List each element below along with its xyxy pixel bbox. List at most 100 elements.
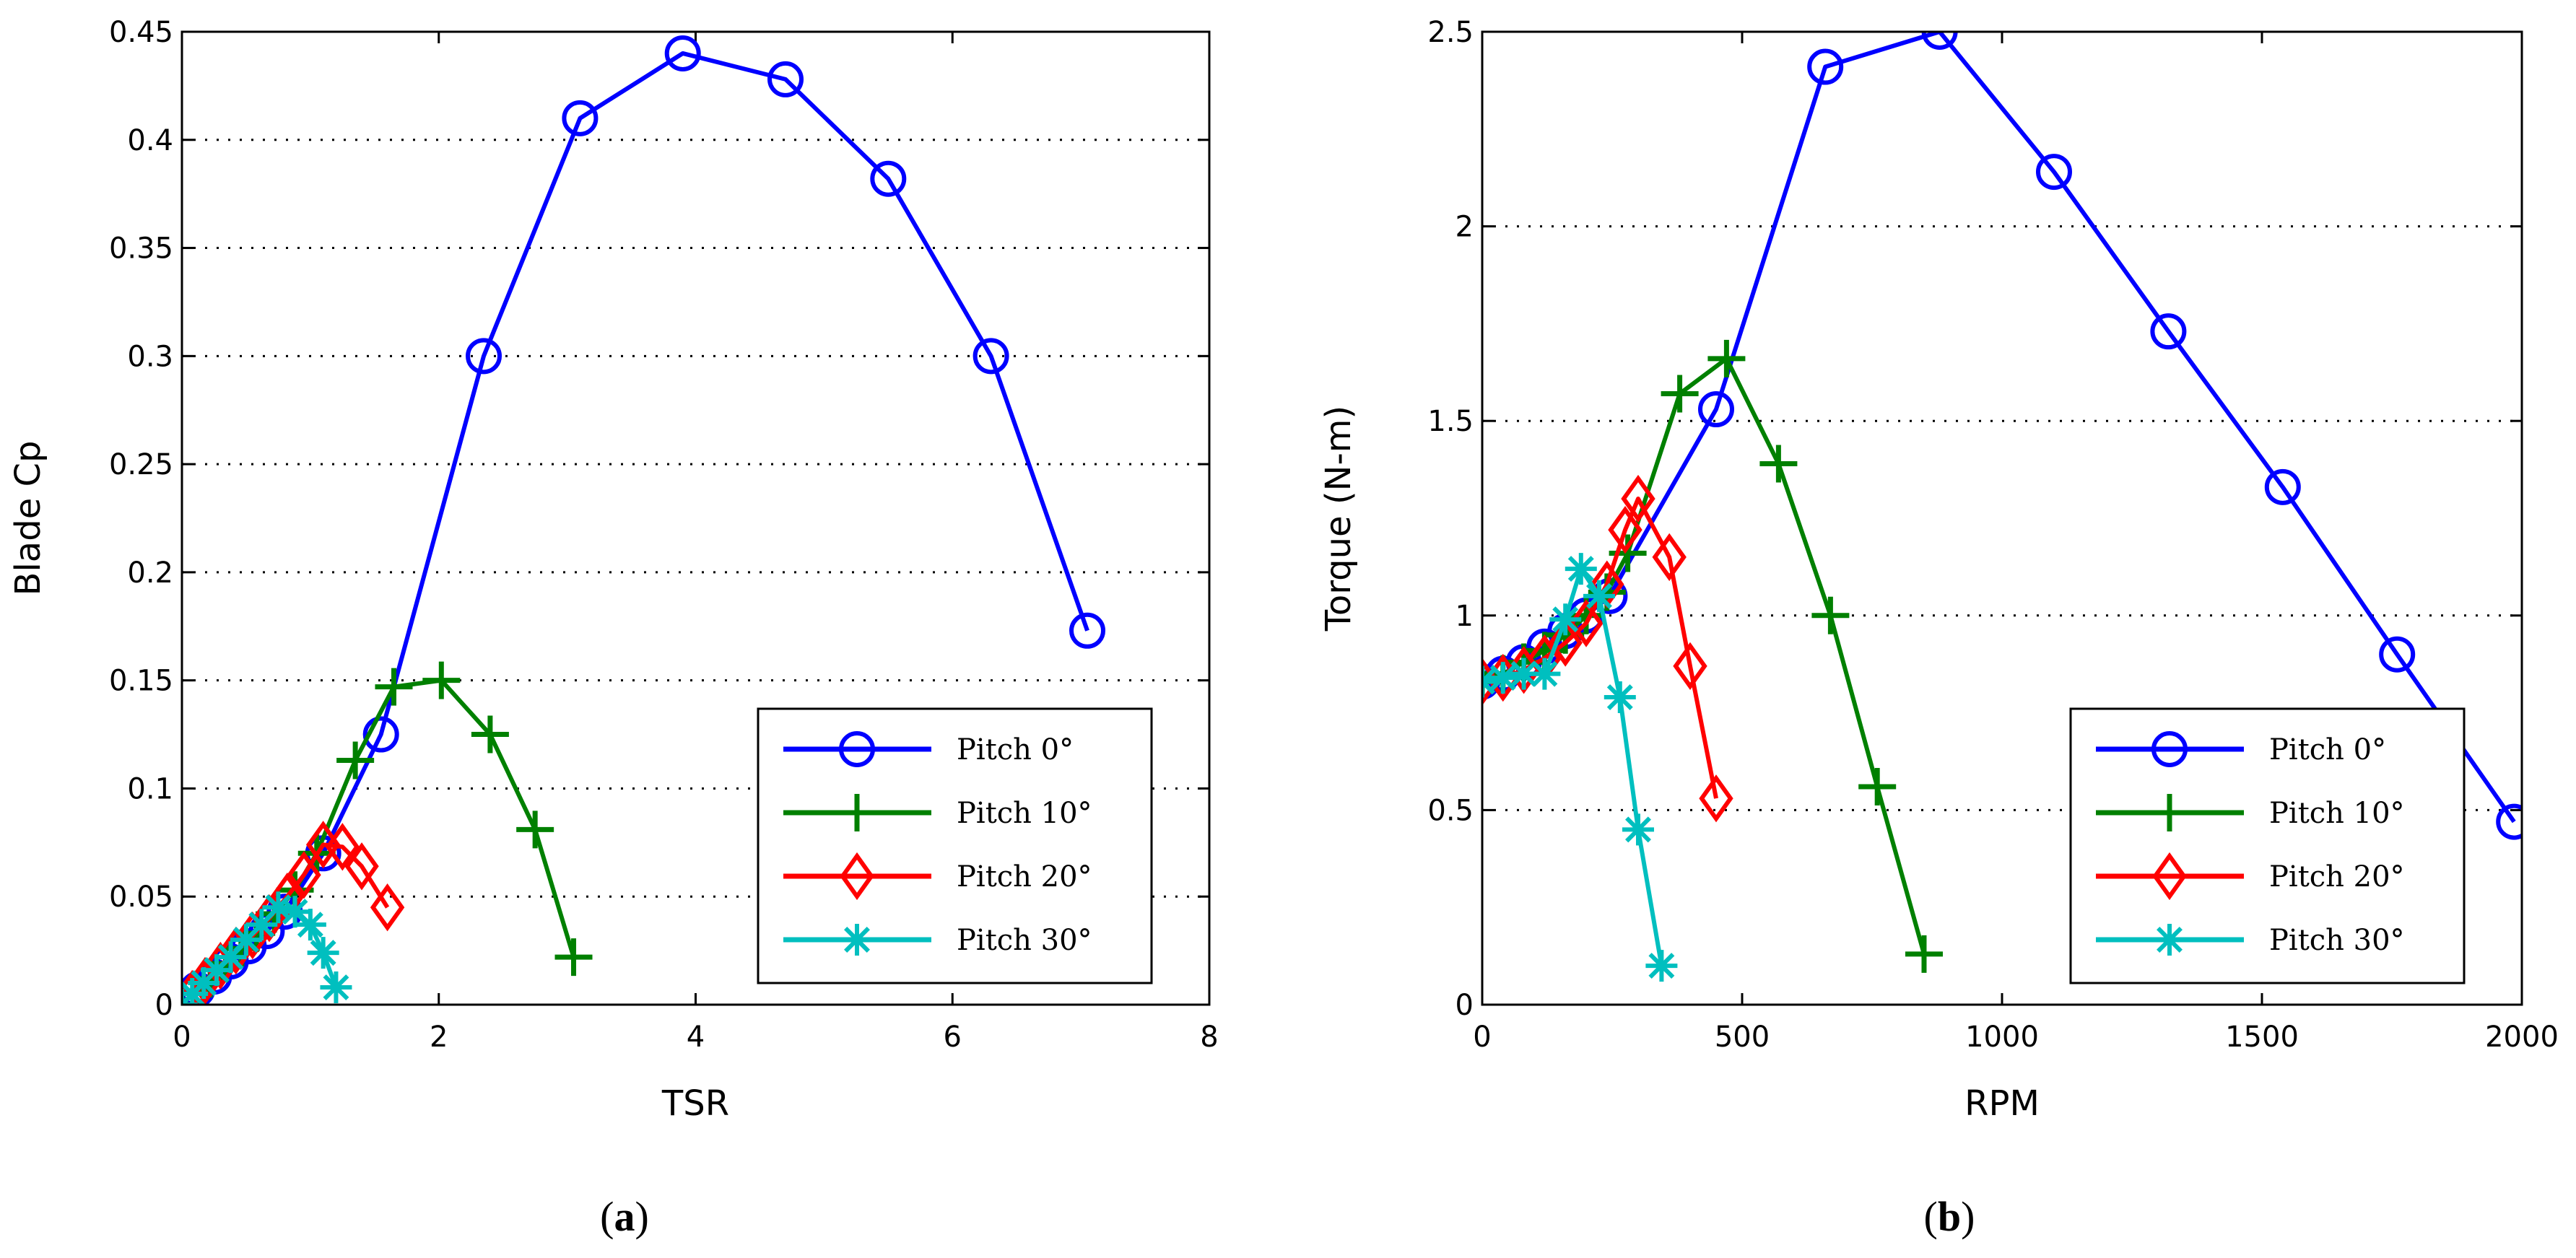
data-point-star-shape: [320, 971, 352, 1004]
data-point-diamond-shape: [344, 842, 379, 891]
legend-marker-circle: [2151, 731, 2188, 767]
y-tick-label: 0.05: [109, 881, 173, 914]
data-point-circle: [2496, 803, 2522, 840]
y-tick-label: 0: [1455, 989, 1474, 1022]
chart-panel-b: 0 0.5 1 1.5 2 2.5 0 500 1000 1500 2000 RPM Torque (N…: [1318, 16, 2559, 1240]
data-point-circle-shape: [1069, 612, 1106, 649]
data-point-circle: [2264, 468, 2301, 505]
x-tick-label: 2: [430, 1021, 448, 1054]
legend-marker-plus-shape: [2151, 794, 2188, 831]
data-point-star-shape: [1604, 681, 1636, 714]
data-point-star: [230, 924, 262, 956]
data-point-diamond: [344, 842, 379, 891]
data-point-diamond: [1608, 506, 1642, 554]
data-point-star-shape: [188, 967, 220, 1000]
data-point-diamond: [1569, 599, 1604, 647]
legend-label: Pitch 10°: [957, 797, 1092, 830]
data-point-star-shape: [262, 891, 295, 924]
series-line-circle: [1482, 32, 2516, 824]
data-point-circle: [562, 100, 599, 136]
data-point-circle-shape: [664, 35, 701, 71]
data-point-diamond: [1621, 474, 1655, 523]
chart-panel-a: 0 0.05 0.1 0.15 0.2 0.25 0.3 0.35 0.4 0.45 0 2 4 6 8 TS…: [8, 16, 1219, 1240]
data-point-star: [1528, 658, 1561, 690]
data-point-star: [245, 909, 278, 941]
y-tick-label: 0.5: [1427, 794, 1474, 827]
data-point-star: [214, 941, 247, 974]
data-point-circle: [2036, 154, 2072, 191]
data-point-star-shape: [245, 909, 278, 941]
legend-marker-plus: [838, 794, 876, 831]
data-point-plus-shape: [1811, 596, 1850, 634]
legend-label: Pitch 10°: [2269, 797, 2405, 830]
data-point-diamond: [1699, 774, 1733, 823]
y-axis-title: Blade Cp: [8, 441, 48, 596]
data-point-diamond: [287, 851, 321, 899]
y-tick-label: 2.5: [1427, 16, 1474, 49]
caption-letter: a: [614, 1193, 635, 1240]
data-point-star: [1583, 580, 1615, 612]
legend-marker-diamond-shape: [2152, 852, 2187, 901]
legend-marker-circle-shape: [2151, 731, 2188, 767]
data-point-circle-shape: [2150, 313, 2187, 350]
data-point-star: [1565, 553, 1597, 585]
data-point-star-shape: [1528, 658, 1561, 690]
data-point-plus-shape: [1858, 768, 1897, 806]
legend-label: Pitch 0°: [2269, 733, 2386, 766]
y-tick-label: 0.15: [109, 665, 173, 698]
data-point-diamond-shape: [325, 823, 360, 871]
data-point-circle: [362, 716, 399, 753]
data-point-plus: [422, 661, 461, 699]
data-point-circle: [870, 160, 907, 197]
data-point-star: [188, 967, 220, 1000]
axes-box: [1481, 30, 2523, 1006]
data-point-star-shape: [1487, 662, 1519, 694]
data-point-star: [1549, 603, 1582, 636]
legend: Pitch 0° Pitch 10° Pitch 20° Pitch 30°: [2069, 707, 2466, 984]
data-point-circle-shape: [1921, 32, 1958, 50]
data-point-diamond: [325, 823, 360, 871]
data-point-plus: [1811, 596, 1850, 634]
legend-marker-star-shape: [2154, 924, 2185, 956]
legend-marker-star: [2154, 924, 2185, 956]
caption-open-paren: (: [600, 1193, 614, 1240]
legend-item: Pitch 10°: [783, 794, 1092, 831]
data-point-circle-shape: [466, 338, 502, 375]
data-point-diamond: [1548, 619, 1583, 667]
data-point-diamond-shape: [1608, 506, 1642, 554]
data-point-circle-shape: [1807, 48, 1844, 85]
data-point-star-shape: [1583, 580, 1615, 612]
data-point-plus: [1661, 375, 1699, 413]
data-point-plus-shape: [1905, 935, 1943, 973]
legend-item: Pitch 20°: [783, 852, 1092, 901]
y-tick-label: 1.5: [1427, 405, 1474, 438]
data-point-plus: [1905, 935, 1943, 973]
data-point-star: [320, 971, 352, 1004]
data-point-circle-shape: [362, 716, 399, 753]
legend-label: Pitch 20°: [2269, 860, 2405, 894]
data-point-plus: [1707, 339, 1746, 377]
data-point-circle: [1069, 612, 1106, 649]
data-point-circle: [972, 338, 1009, 375]
legend-item: Pitch 0°: [783, 731, 1074, 767]
legend-marker-diamond: [840, 852, 874, 901]
data-point-star-shape: [1565, 553, 1597, 585]
data-point-circle-shape: [2036, 154, 2072, 191]
data-point-diamond: [1673, 642, 1707, 691]
caption-close-paren: ): [1961, 1193, 1975, 1240]
y-tick-label: 0.1: [127, 772, 173, 805]
data-point-star-shape: [201, 954, 233, 987]
caption-letter: b: [1938, 1193, 1961, 1240]
data-point-star-shape: [230, 924, 262, 956]
data-point-circle: [2379, 636, 2416, 673]
data-point-plus: [375, 668, 413, 706]
data-point-circle-shape: [767, 61, 804, 97]
legend-marker-diamond: [2152, 852, 2187, 901]
data-point-star-shape: [1507, 658, 1540, 690]
x-tick-label: 4: [687, 1021, 705, 1054]
y-tick-label: 0.35: [109, 232, 173, 266]
plot-area: [1482, 32, 2522, 982]
x-axis-title: RPM: [1964, 1083, 2040, 1124]
data-point-star: [294, 909, 326, 941]
